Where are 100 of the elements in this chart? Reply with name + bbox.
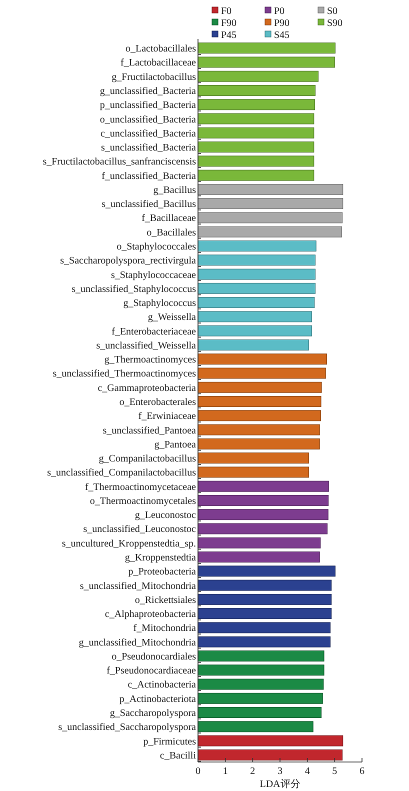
bar (198, 650, 324, 662)
y-tick-label: p_Actinobacteriota (119, 694, 197, 705)
bar (198, 466, 309, 478)
y-tick-label: o_Thermoactinomycetales (90, 496, 196, 507)
y-tick-label: c_Gammaproteobacteria (98, 382, 197, 394)
y-tick-label: f_Thermoactinomycetaceae (84, 482, 197, 493)
legend-label: P90 (274, 18, 290, 29)
x-tick-label: 1 (222, 766, 228, 777)
y-tick-label: c_Bacilli (160, 750, 196, 762)
bar (198, 156, 314, 167)
bar (198, 212, 343, 224)
legend-label: F0 (221, 6, 232, 17)
y-tick-label: g_Staphylococcus (123, 298, 196, 310)
y-tick-label: s_Saccharopolyspora_rectivirgula (60, 256, 197, 267)
bar (198, 184, 344, 195)
y-tick-label: s_uncultured_Kroppenstedtia_sp. (62, 538, 196, 550)
bar (198, 707, 322, 718)
bar (198, 354, 327, 365)
bar (198, 254, 316, 266)
y-tick-label: c_unclassified_Bacteria (100, 128, 197, 140)
y-tick-label: s_Staphylococcaceae (111, 270, 197, 281)
y-tick-label: s_unclassified_Bacteria (101, 142, 197, 154)
bar (198, 438, 320, 450)
x-tick-label: 5 (332, 766, 338, 777)
y-tick-label: o_unclassified_Bacteria (100, 114, 197, 126)
y-tick-label: s_unclassified_Leuconostoc (83, 524, 197, 536)
bar (198, 509, 328, 520)
bar (198, 735, 344, 746)
bar (198, 226, 342, 238)
y-tick-label: f_Enterobacteriaceae (112, 326, 197, 338)
y-tick-label: f_Mitochondria (133, 623, 197, 634)
bar (198, 537, 321, 548)
y-tick-label: f_Erwiniaceae (138, 411, 197, 422)
bar (198, 240, 316, 252)
bar (198, 170, 314, 181)
y-tick-label: g_Weissella (148, 312, 197, 324)
y-tick-label: g_unclassified_Bacteria (100, 86, 197, 97)
x-tick-label: 6 (360, 766, 364, 777)
y-tick-label: o_Lactobacillales (125, 44, 196, 55)
bar (198, 99, 315, 110)
legend-label: F90 (221, 18, 237, 29)
legend-label: S0 (327, 6, 338, 17)
y-tick-label: f_Bacillaceae (142, 213, 197, 224)
bar (198, 552, 320, 562)
bar (198, 85, 316, 96)
y-tick-label: s_Fructilactobacillus_sanfranciscensis (42, 156, 196, 168)
y-tick-label: f_Pseudonocardiaceae (106, 666, 197, 677)
bar (198, 721, 314, 732)
y-tick-label: s_unclassified_Thermoactinomyces (52, 368, 196, 380)
bar (198, 692, 323, 704)
x-tick-label: 3 (278, 766, 282, 777)
bar (198, 325, 312, 336)
bar (198, 664, 324, 676)
bar (198, 749, 343, 760)
bar (198, 480, 329, 492)
y-tick-label: s_unclassified_Pantoea (102, 425, 197, 436)
y-tick-label: g_Saccharopolyspora (110, 708, 197, 720)
y-tick-label: g_Bacillus (153, 184, 196, 196)
y-tick-label: g_Leuconostoc (134, 510, 197, 522)
y-tick-label: s_unclassified_Companilactobacillus (47, 468, 196, 479)
y-tick-label: o_Rickettsiales (134, 594, 196, 606)
bar (198, 368, 326, 379)
bar (198, 382, 322, 393)
y-tick-label: o_Bacillales (146, 227, 196, 238)
bar (198, 608, 332, 620)
y-tick-label: g_Pantoea (154, 439, 197, 450)
bar (198, 523, 328, 534)
y-tick-label: f_Lactobacillaceae (120, 58, 197, 69)
x-tick-label: 0 (196, 766, 200, 777)
y-tick-label: p_Firmicutes (143, 736, 196, 748)
legend-label: S90 (327, 18, 343, 29)
y-tick-label: c_Actinobacteria (128, 680, 197, 691)
bar (198, 70, 319, 82)
y-tick-label: s_unclassified_Weissella (96, 340, 197, 352)
y-tick-label: g_Thermoactinomyces (104, 354, 196, 366)
bar (198, 494, 329, 506)
y-tick-label: g_unclassified_Mitochondria (78, 637, 197, 648)
y-tick-label: s_unclassified_Saccharopolyspora (58, 722, 197, 734)
bar (198, 297, 315, 308)
y-tick-label: g_Fructilactobacillus (112, 72, 196, 83)
legend-label: P0 (274, 6, 285, 17)
bar (198, 566, 336, 577)
legend-label: S45 (274, 30, 290, 41)
bar (198, 452, 309, 464)
x-tick-label: 4 (304, 766, 310, 777)
bar (198, 594, 332, 605)
bar (198, 339, 309, 350)
bar (198, 410, 321, 422)
y-tick-label: g_Companilactobacillus (98, 454, 196, 465)
bar (198, 622, 331, 634)
y-tick-label: g_Kroppenstedtia (124, 552, 197, 564)
bar (198, 282, 316, 294)
y-tick-label: c_Alphaproteobacteria (104, 609, 197, 620)
bar (198, 424, 320, 436)
y-tick-label: s_unclassified_Staphylococcus (72, 284, 196, 295)
bar (198, 636, 331, 648)
bar (198, 311, 312, 322)
bar (198, 142, 314, 153)
bar (198, 268, 316, 280)
y-tick-label: s_unclassified_Mitochondria (80, 580, 197, 592)
